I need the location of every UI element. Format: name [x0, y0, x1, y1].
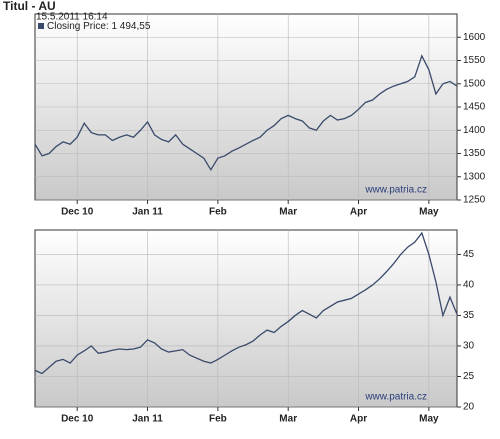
y-tick-label: 35 — [463, 310, 475, 321]
chart-subtitle: 15.5.2011 16:14 — [36, 12, 108, 23]
watermark: www.patria.cz — [364, 185, 427, 196]
legend-label: Closing Price: 1 494,55 — [47, 21, 151, 32]
x-tick-label: Mar — [279, 207, 297, 218]
y-tick-label: 20 — [463, 402, 475, 413]
x-tick-label: May — [419, 207, 439, 218]
y-tick-label: 30 — [463, 341, 475, 352]
x-tick-label: Feb — [209, 414, 227, 425]
x-tick-label: Dec 10 — [61, 207, 94, 218]
x-tick-label: Jan 11 — [132, 414, 163, 425]
y-tick-label: 45 — [463, 249, 475, 260]
x-tick-label: May — [419, 414, 439, 425]
x-tick-label: Mar — [279, 414, 297, 425]
y-tick-label: 1550 — [463, 55, 486, 66]
y-tick-label: 1500 — [463, 78, 486, 89]
plot-background — [34, 229, 458, 408]
y-tick-label: 25 — [463, 371, 475, 382]
chart-title: Titul - AU — [3, 0, 56, 13]
y-tick-label: 1600 — [463, 32, 486, 43]
price-line — [34, 54, 458, 172]
x-tick-label: Apr — [350, 207, 367, 218]
x-tick-label: Jan 11 — [132, 207, 163, 218]
y-tick-label: 1300 — [463, 171, 486, 182]
watermark: www.patria.cz — [364, 392, 427, 403]
y-tick-label: 1450 — [463, 102, 486, 113]
y-tick-label: 40 — [463, 280, 475, 291]
legend-swatch — [38, 23, 44, 29]
x-tick-label: Apr — [350, 414, 367, 425]
x-tick-label: Feb — [209, 207, 227, 218]
price-line — [34, 231, 458, 375]
y-tick-label: 1400 — [463, 125, 486, 136]
y-tick-label: 1250 — [463, 195, 486, 206]
y-tick-label: 1350 — [463, 148, 486, 159]
x-tick-label: Dec 10 — [61, 414, 94, 425]
